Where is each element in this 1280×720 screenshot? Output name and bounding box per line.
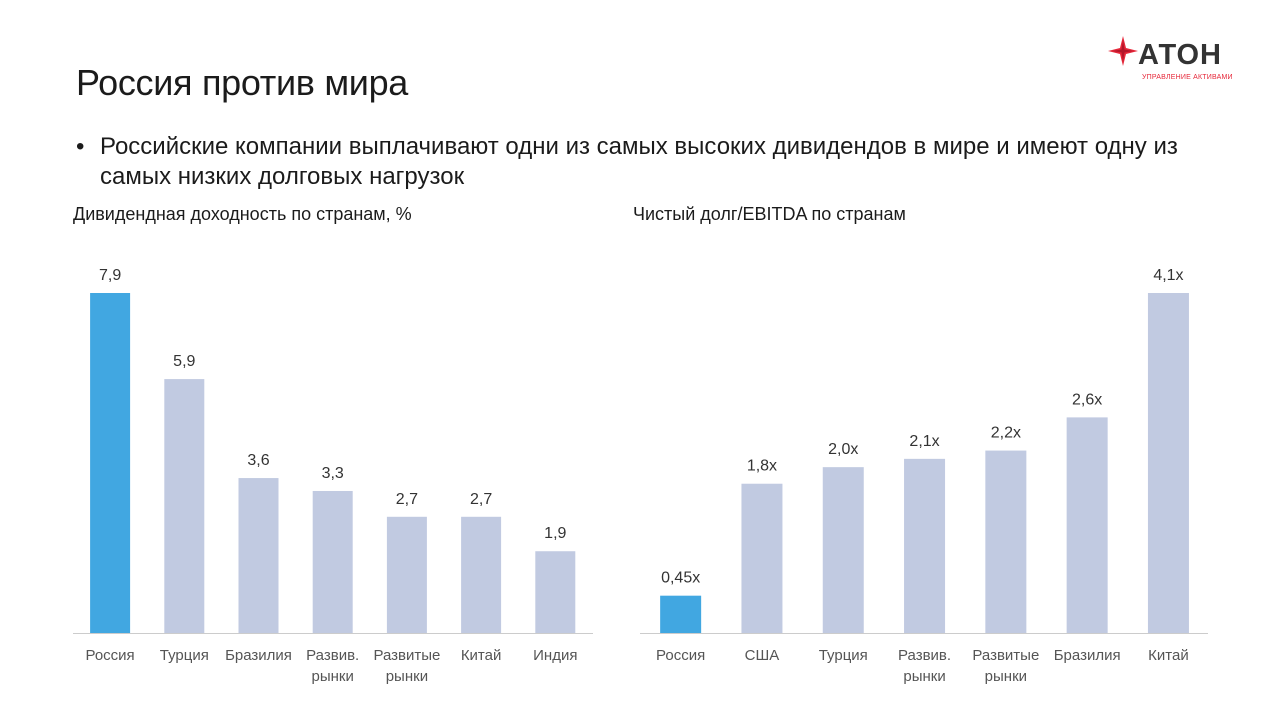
dividend-chart-title: Дивидендная доходность по странам, % <box>73 204 412 224</box>
div-bar-1 <box>164 379 205 633</box>
logo-subtitle: управление активами <box>1142 74 1233 81</box>
debt-category-label-3: Развив. рынки <box>898 647 951 685</box>
debt-bar-1 <box>741 483 783 633</box>
div-bar-3 <box>312 490 353 633</box>
div-bar-6 <box>535 551 576 633</box>
summary-bullet: • Российские компании выплачивают одни и… <box>76 132 1196 192</box>
div-bar-2 <box>238 478 279 633</box>
debt-value-label-3: 2,1x <box>909 433 939 450</box>
div-category-label-6: Индия <box>533 647 577 664</box>
div-bar-5 <box>461 516 502 633</box>
div-value-label-0: 7,9 <box>99 267 121 284</box>
div-category-label-4: Развитые рынки <box>373 647 440 685</box>
debt-bar-5 <box>1066 417 1108 633</box>
debt-value-label-1: 1,8x <box>747 458 777 475</box>
div-category-label-5: Китай <box>461 647 502 664</box>
debt-bar-3 <box>904 458 946 633</box>
debt-value-label-6: 4,1x <box>1153 267 1183 284</box>
div-value-label-1: 5,9 <box>173 353 195 370</box>
summary-text: Российские компании выплачивают одни из … <box>100 133 1178 190</box>
debt-category-label-2: Турция <box>819 647 868 664</box>
div-category-label-2: Бразилия <box>225 647 292 664</box>
debt-value-label-0: 0,45x <box>661 570 700 587</box>
aton-logo: АТОН управление активами <box>1108 34 1233 90</box>
debt-value-label-5: 2,6x <box>1072 391 1102 408</box>
debt-value-label-4: 2,2x <box>991 425 1021 442</box>
debt-bar-0 <box>660 595 702 633</box>
div-category-label-0: Россия <box>85 647 134 664</box>
debt-bar-4 <box>985 450 1027 633</box>
page-title: Россия против мира <box>76 62 409 103</box>
div-bar-4 <box>386 516 427 633</box>
div-value-label-5: 2,7 <box>470 491 492 508</box>
div-value-label-4: 2,7 <box>396 491 418 508</box>
bullet-dot-icon: • <box>76 133 85 160</box>
debt-bar-6 <box>1147 293 1189 633</box>
div-value-label-6: 1,9 <box>544 525 566 542</box>
div-bar-0 <box>90 293 131 633</box>
debt-bar-2 <box>822 467 864 633</box>
debt-category-label-5: Бразилия <box>1054 647 1121 664</box>
debt-category-label-0: Россия <box>656 647 705 664</box>
debt-category-label-1: США <box>745 647 780 664</box>
debt-chart-title: Чистый долг/EBITDA по странам <box>633 204 906 224</box>
star-mark-icon <box>1108 36 1138 66</box>
div-value-label-3: 3,3 <box>322 465 344 482</box>
debt-category-label-4: Развитые рынки <box>972 647 1039 685</box>
div-category-label-1: Турция <box>160 647 209 664</box>
logo-text: АТОН <box>1138 39 1222 71</box>
div-value-label-2: 3,6 <box>247 452 269 469</box>
debt-value-label-2: 2,0x <box>828 441 858 458</box>
debt-category-label-6: Китай <box>1148 647 1189 664</box>
div-category-label-3: Развив. рынки <box>306 647 359 685</box>
